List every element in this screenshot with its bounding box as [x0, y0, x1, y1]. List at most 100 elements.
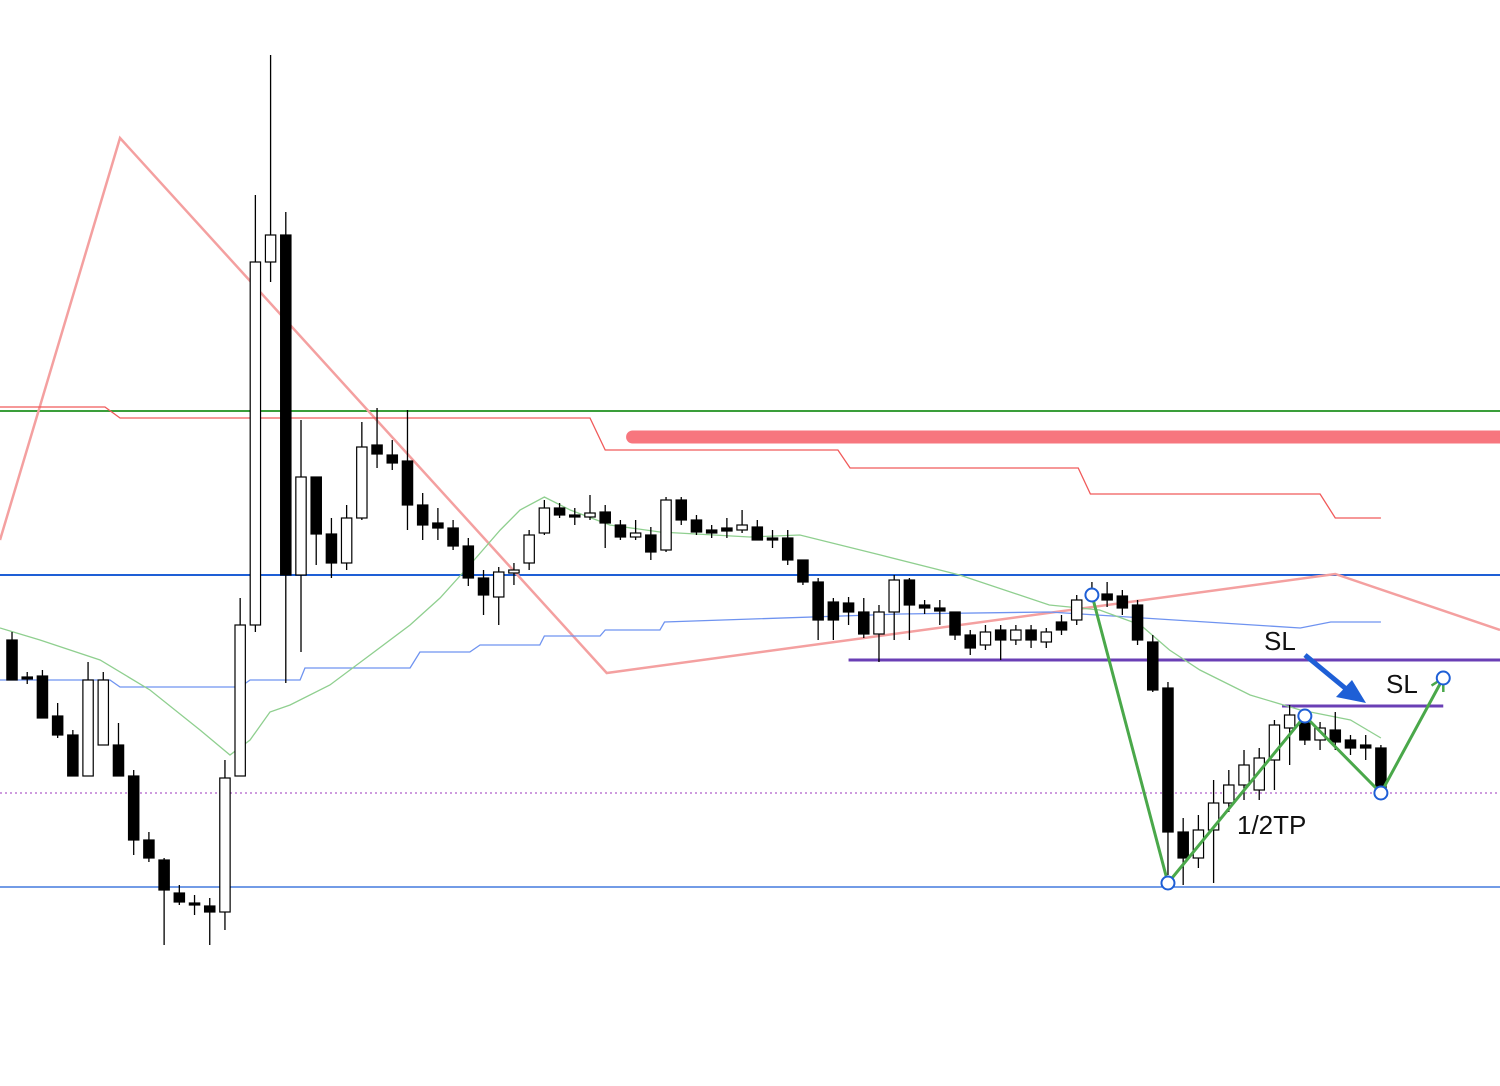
annotation: SL [1386, 669, 1418, 699]
candle-body [827, 601, 840, 621]
candle-body [6, 639, 18, 681]
candle-body [1314, 727, 1326, 741]
arrow-head [1336, 680, 1366, 703]
candle-body [1359, 744, 1372, 749]
candle-body [629, 532, 642, 538]
candle-body [888, 579, 900, 613]
candle-body [1070, 599, 1083, 621]
candle-body [36, 675, 49, 719]
candle-body [188, 902, 201, 906]
candle-body [1101, 593, 1113, 601]
candle-body [295, 476, 307, 576]
candle-body [158, 859, 170, 891]
wave-point [1160, 875, 1176, 891]
candle-body [903, 579, 916, 606]
candle-body [599, 511, 611, 524]
candle-body [1010, 629, 1022, 641]
candle-body [675, 499, 688, 521]
candle-body [356, 446, 368, 519]
wave-point [1084, 587, 1100, 603]
candle-body [979, 631, 992, 646]
candle-body [994, 629, 1007, 641]
candle-body [842, 602, 855, 613]
candle-body [82, 679, 94, 777]
candle-body [67, 734, 79, 777]
annotation: 1/2TP [1237, 810, 1306, 840]
candle-body [1177, 831, 1189, 859]
candle-body [721, 527, 733, 532]
candle-body [219, 777, 231, 913]
candle-body [432, 522, 444, 529]
candle-body [264, 234, 277, 263]
candle-body [934, 607, 946, 612]
candle-body [21, 676, 33, 680]
candle-body [234, 624, 246, 777]
candle-body [1207, 802, 1220, 831]
candle-body [97, 679, 110, 746]
candle-body [949, 611, 961, 636]
candle-body [645, 534, 657, 553]
candle-body [127, 775, 140, 841]
arrow [1303, 653, 1347, 690]
candle-body [310, 476, 322, 535]
candle-body [280, 234, 292, 576]
candle-body [766, 537, 779, 541]
candle-body [173, 892, 186, 903]
candle-body [736, 524, 748, 531]
candle-body [1268, 724, 1281, 761]
candle-body [964, 634, 977, 649]
candle-body [812, 581, 824, 621]
candle-body [1238, 764, 1250, 786]
candle-body [751, 526, 764, 541]
candle-body [447, 527, 459, 547]
candle-body [690, 519, 703, 533]
candle-body [1116, 595, 1129, 609]
indicator-line [0, 406, 1381, 519]
candle-body [705, 529, 718, 534]
candle-body [781, 537, 794, 561]
candle-body [1131, 604, 1144, 641]
candle-body [584, 512, 596, 518]
indicator-line [0, 496, 1382, 756]
annotation: SL [1264, 626, 1296, 656]
plot [0, 55, 1500, 945]
candle-body [1146, 641, 1159, 691]
candle-body [508, 569, 520, 574]
candle-body [477, 577, 490, 596]
candle-body [569, 514, 581, 518]
candle-body [340, 517, 353, 564]
candle-body [249, 261, 262, 626]
candle-body [1025, 629, 1037, 641]
candle-body [1283, 714, 1296, 729]
candle-body [51, 715, 64, 736]
candle-body [523, 534, 535, 564]
indicator-line [0, 135, 1500, 675]
candle-body [325, 533, 338, 564]
candle-body [143, 839, 155, 859]
candle-body [386, 454, 399, 464]
candle-body [660, 499, 672, 551]
candle-body [918, 604, 931, 609]
candle-body [1055, 621, 1068, 631]
candle-body [1329, 729, 1342, 743]
candle-body [401, 460, 414, 506]
candle-body [873, 611, 885, 635]
candle-body [203, 905, 216, 913]
candle-body [1223, 784, 1235, 804]
candle-body [371, 444, 383, 455]
candle-body [492, 571, 505, 598]
candle-body [797, 559, 809, 583]
wave-point [1435, 670, 1451, 686]
candle-body [1344, 739, 1357, 749]
wave-point [1297, 708, 1313, 724]
candle-body [462, 545, 475, 579]
candle-body [112, 744, 125, 777]
candle-body [1040, 631, 1053, 643]
candle-body [538, 507, 551, 534]
wave-point [1373, 785, 1389, 801]
candle-body [416, 504, 429, 526]
indicator-line [0, 611, 1381, 688]
candle-body [1162, 687, 1174, 833]
candle-body [614, 524, 627, 538]
